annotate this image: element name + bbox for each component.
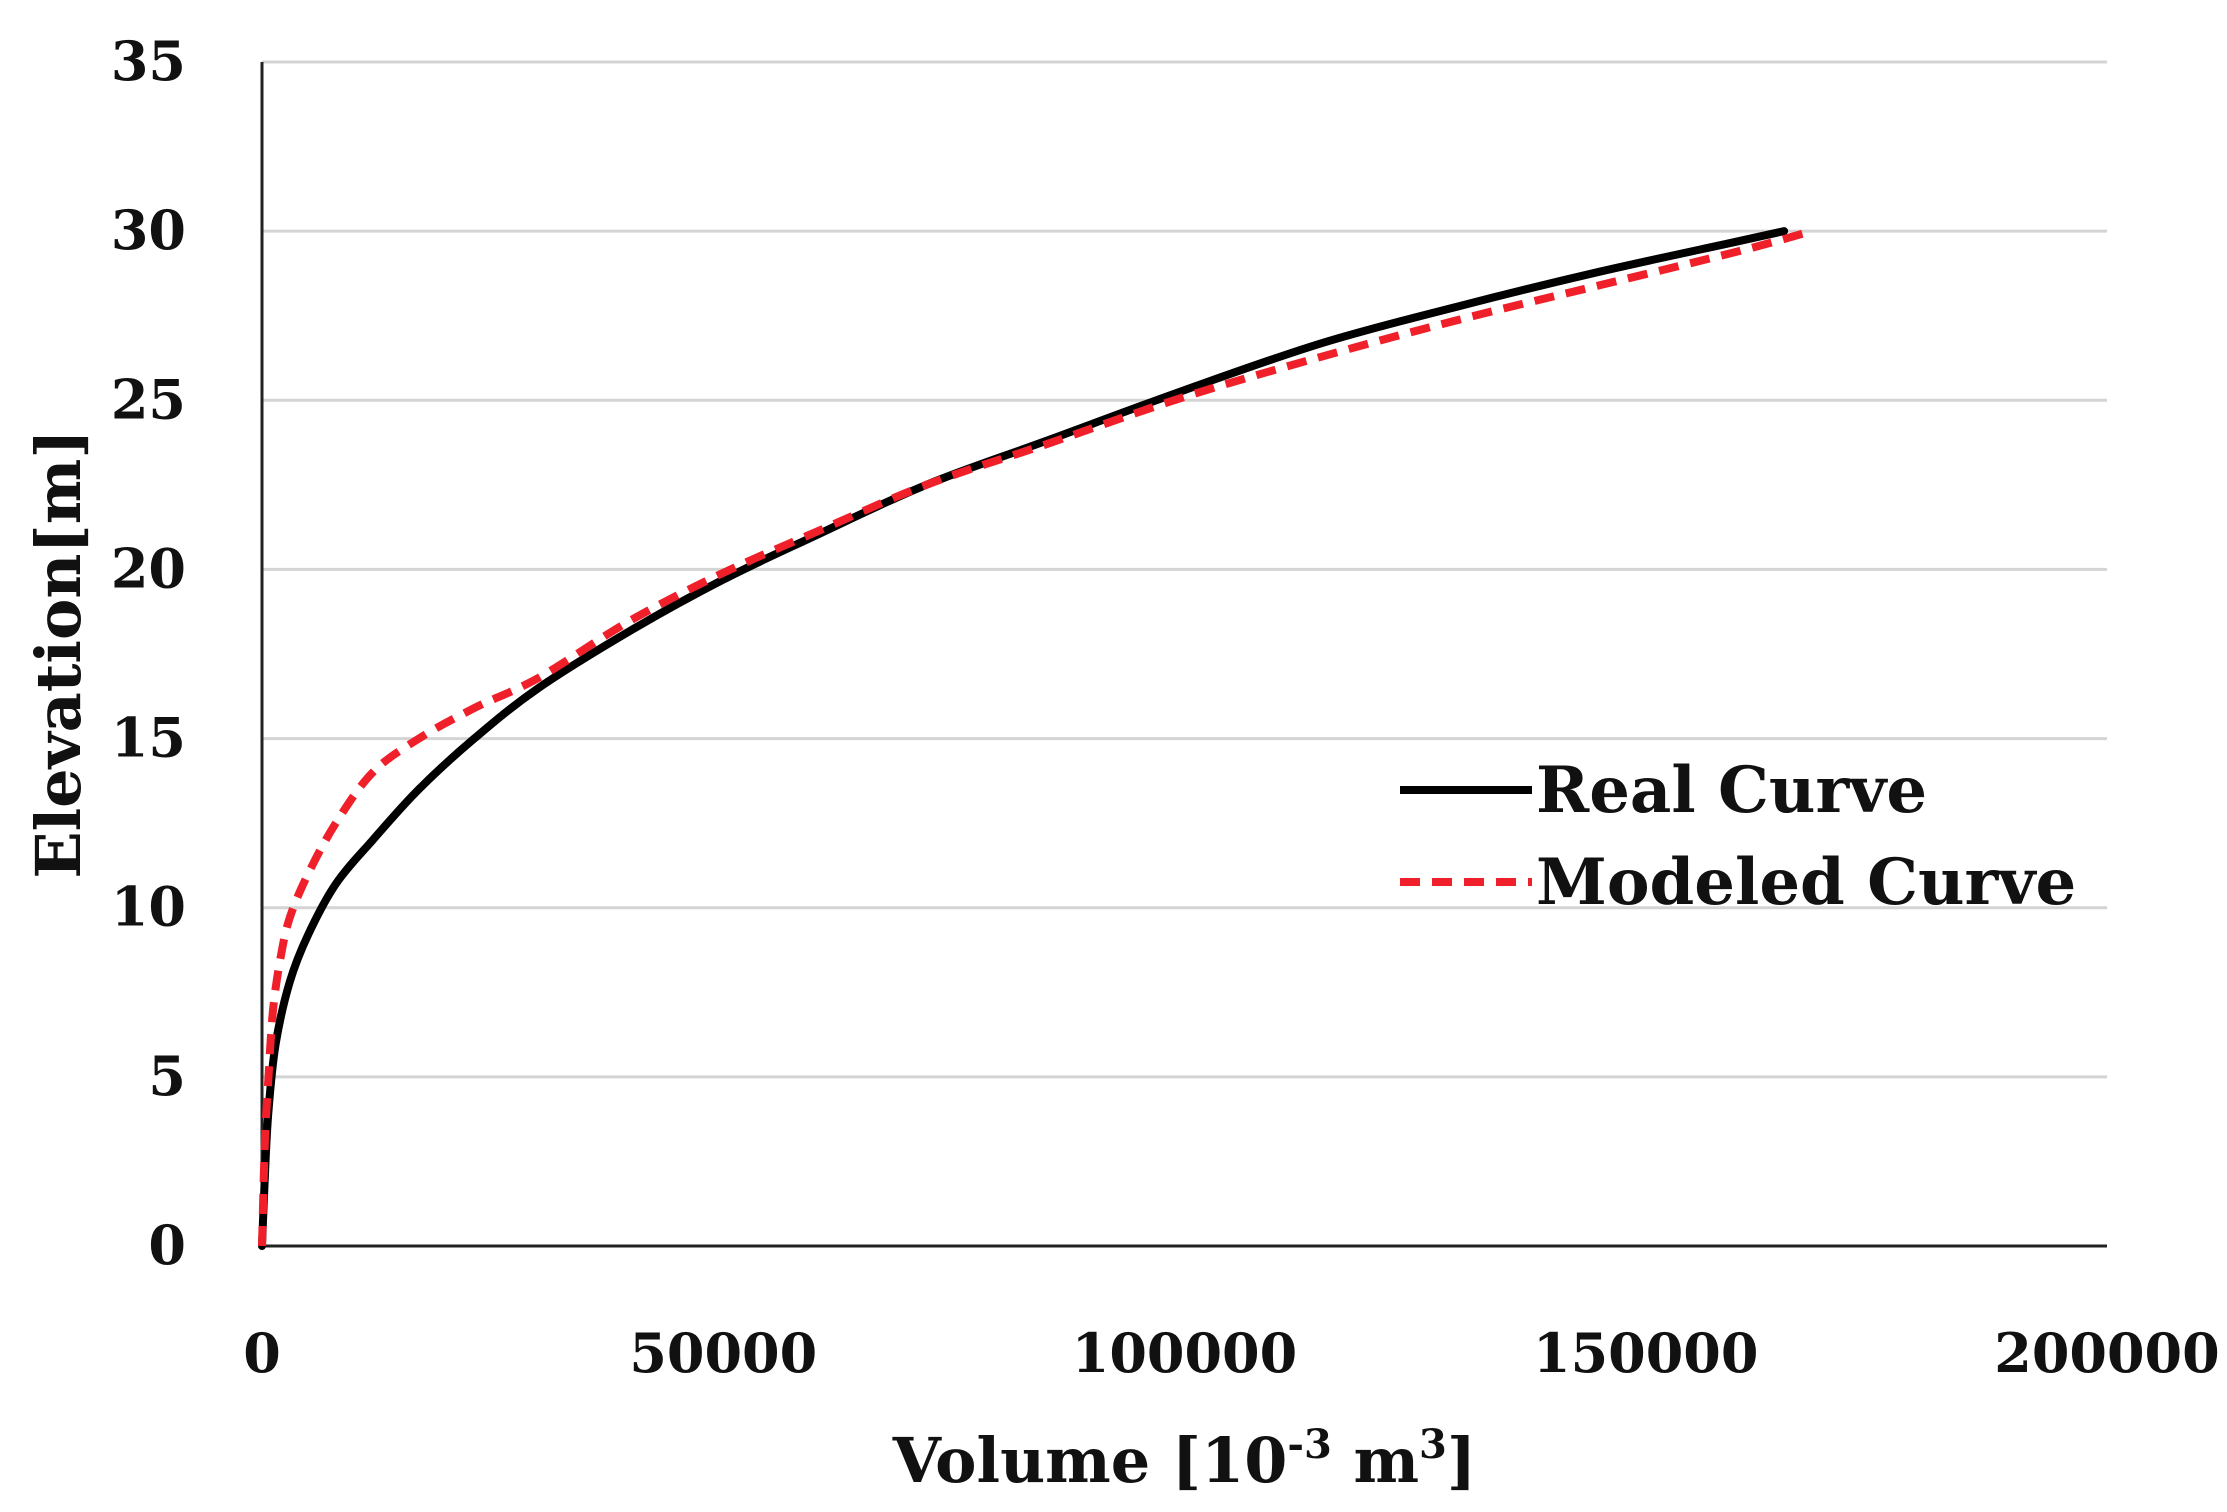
y-tick-label: 35: [111, 29, 186, 93]
gridlines: [262, 60, 2107, 1248]
y-tick-label: 5: [148, 1044, 186, 1108]
x-tick-label: 50000: [629, 1321, 817, 1385]
y-tick-label: 20: [111, 536, 186, 600]
y-tick-label: 30: [111, 198, 186, 262]
series: [258, 227, 1813, 1250]
legend: Real Curve Modeled Curve: [1400, 753, 2076, 920]
series-line-modeled-curve: [258, 227, 1813, 1247]
legend-label-real-curve: Real Curve: [1536, 753, 1927, 828]
series-line-real-curve: [258, 227, 1789, 1250]
y-tick-label: 25: [111, 367, 186, 431]
y-tick-label: 10: [111, 875, 186, 939]
legend-label-modeled-curve: Modeled Curve: [1536, 845, 2076, 920]
y-tick-label: 15: [111, 706, 186, 770]
x-tick-label: 200000: [1994, 1321, 2219, 1385]
x-tick-label: 0: [243, 1321, 281, 1385]
y-tick-labels: 0 5 10 15 20 25 30 35: [111, 29, 186, 1277]
y-axis-title: Elevation[m]: [22, 429, 95, 878]
y-tick-label: 0: [148, 1213, 186, 1277]
x-tick-label: 100000: [1072, 1321, 1297, 1385]
x-tick-labels: 0 50000 100000 150000 200000: [243, 1321, 2220, 1385]
x-tick-label: 150000: [1533, 1321, 1758, 1385]
x-axis-title: Volume [10-3 m3]: [892, 1421, 1476, 1497]
